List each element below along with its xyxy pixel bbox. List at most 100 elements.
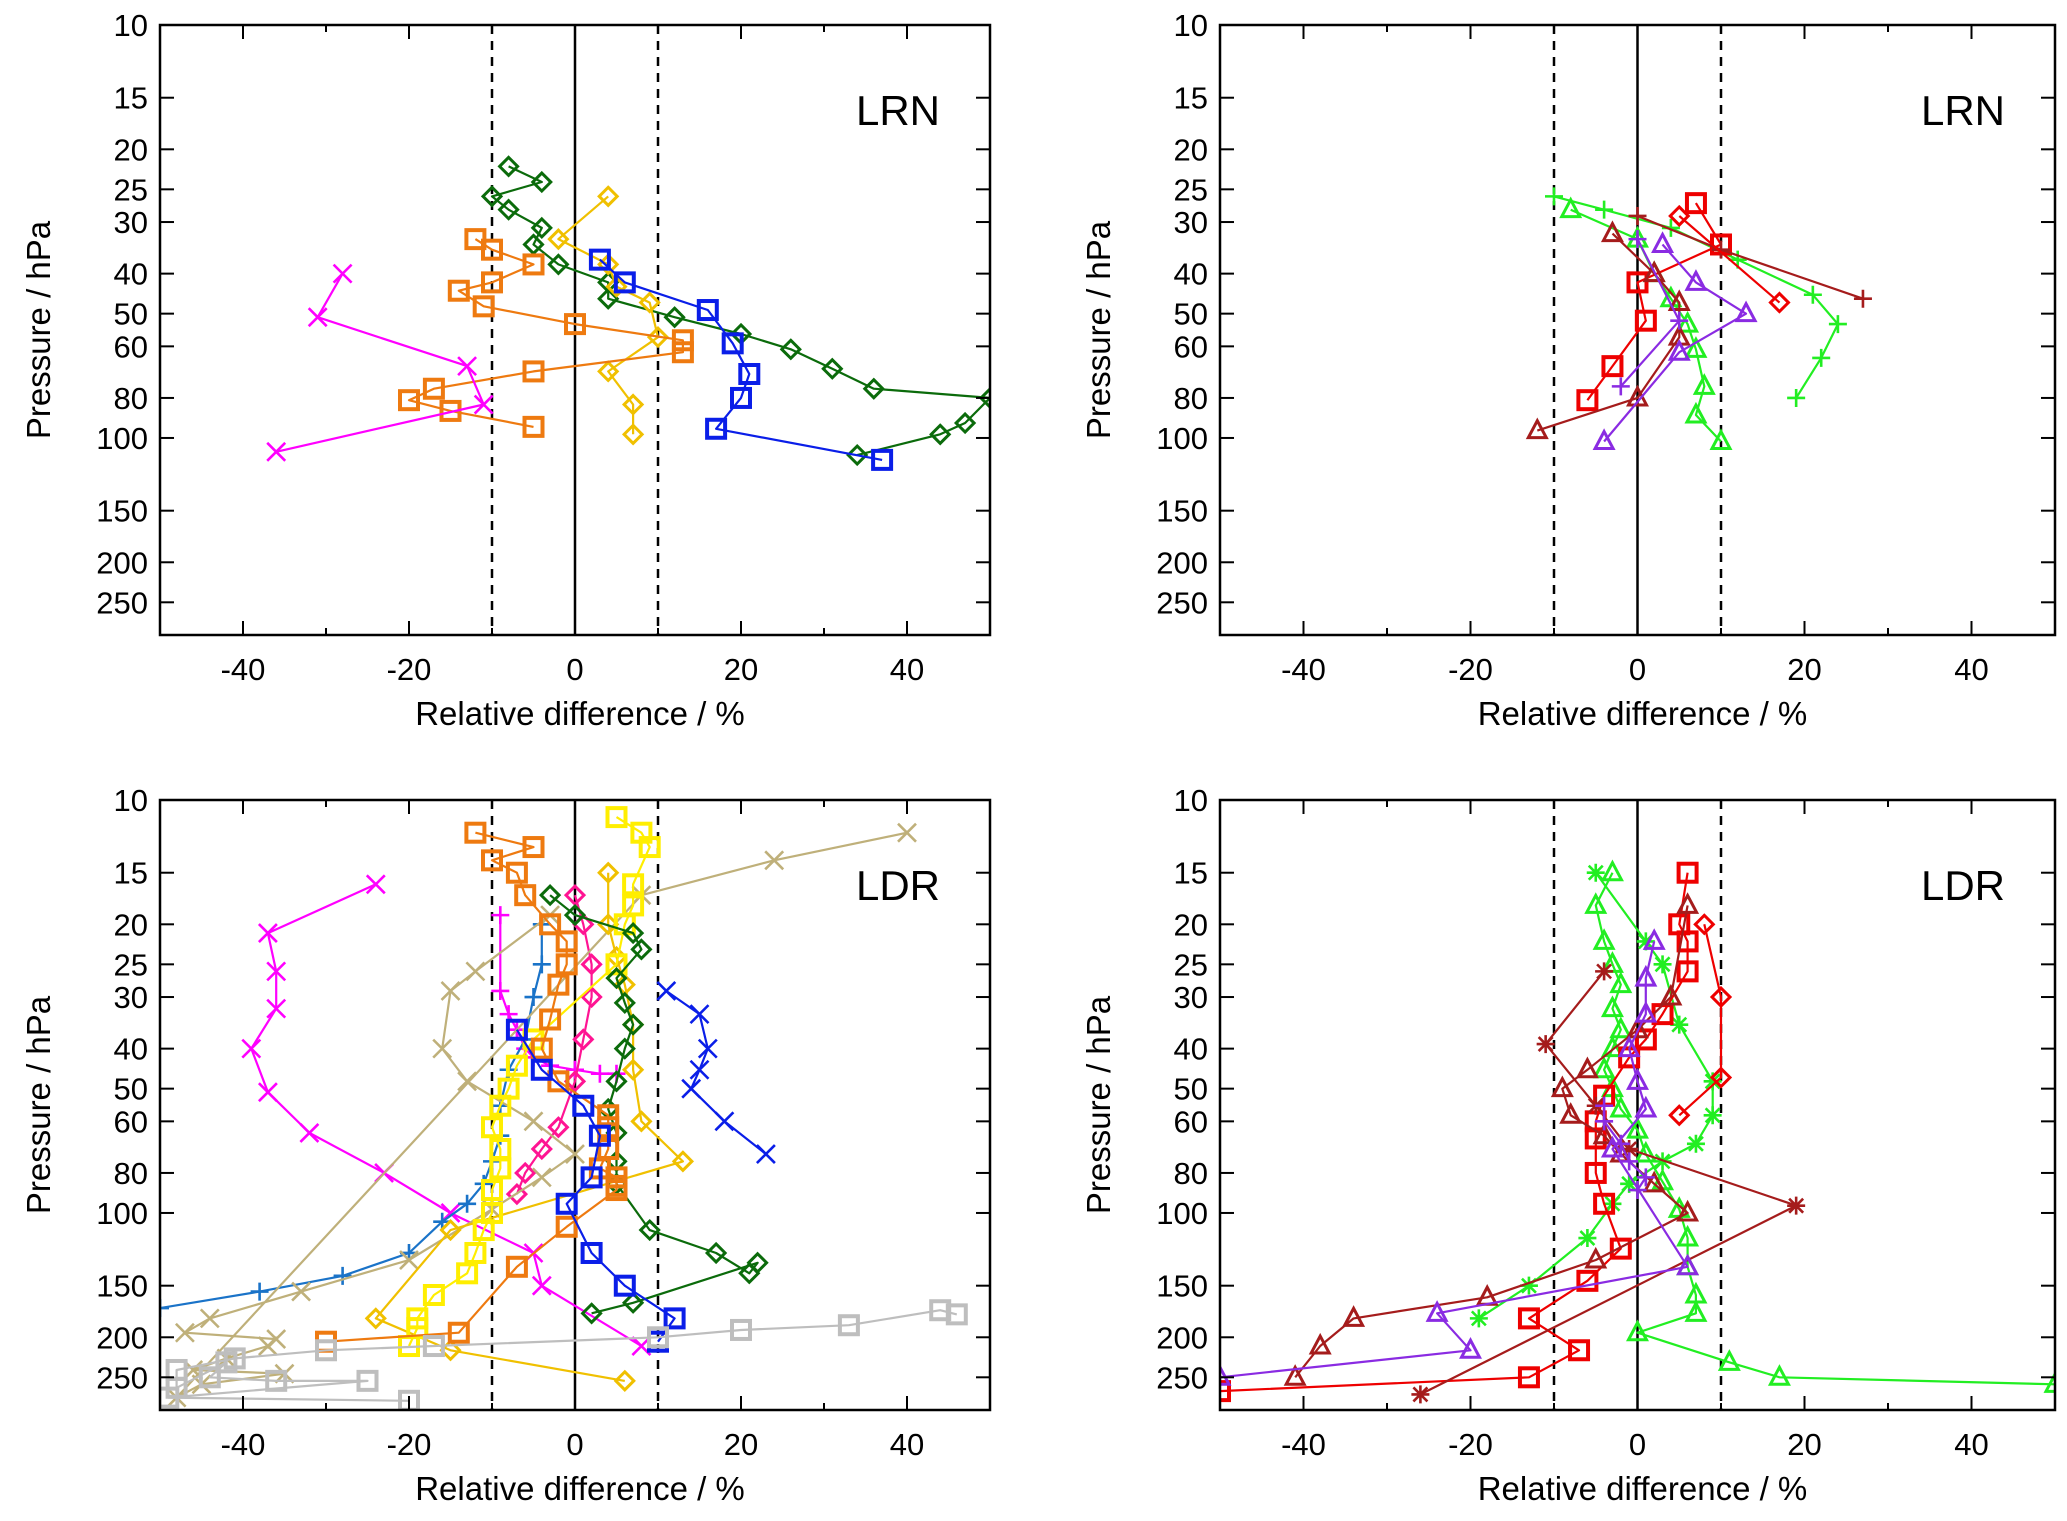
data-point-dark-green-diamonds bbox=[497, 155, 520, 178]
data-point-yellow-squares bbox=[472, 1219, 495, 1242]
y-tick-label: 25 bbox=[1174, 172, 1208, 207]
data-point-blue-squares bbox=[505, 1018, 528, 1041]
data-point-light-gray-squares bbox=[265, 1369, 288, 1392]
data-point-blue-crosses bbox=[656, 981, 677, 1001]
data-point-green-triangles bbox=[1692, 373, 1716, 395]
data-point-magenta-crosses bbox=[257, 1082, 278, 1103]
data-point-blue-squares bbox=[871, 448, 894, 471]
data-point-dark-red-triangles bbox=[1525, 417, 1549, 440]
data-point-dark-red-stars bbox=[1787, 1196, 1806, 1215]
data-point-blue-squares bbox=[613, 1274, 636, 1297]
data-point-dark-green-diamonds bbox=[978, 386, 990, 410]
data-point-dark-green-diamonds bbox=[663, 306, 686, 329]
y-tick-label: 100 bbox=[96, 1196, 148, 1231]
data-point-blue-crosses bbox=[689, 1004, 710, 1025]
data-point-red-squares bbox=[1676, 930, 1699, 953]
data-point-green-stars bbox=[1703, 1106, 1722, 1125]
data-point-gold-diamonds bbox=[547, 228, 570, 251]
panels: -40 -20 0 20 4010152025304050608010015020025… bbox=[20, 8, 2057, 1507]
data-point-magenta-crosses bbox=[307, 307, 328, 328]
data-point-yellow-squares bbox=[489, 1157, 512, 1180]
y-tick-label: 50 bbox=[114, 1072, 148, 1107]
data-point-red-squares bbox=[1626, 271, 1649, 294]
data-point-orange-squares bbox=[398, 389, 420, 412]
data-point-purple-triangles bbox=[1634, 1095, 1658, 1118]
data-point-orange-squares bbox=[564, 313, 586, 336]
data-point-dark-green-diamonds bbox=[613, 991, 636, 1015]
x-tick-label: -20 bbox=[1448, 1427, 1493, 1462]
data-point-green-triangles bbox=[1717, 1349, 1741, 1371]
data-point-magenta-crosses bbox=[457, 356, 478, 377]
data-point-green-triangles bbox=[1592, 1056, 1616, 1079]
data-point-purple-pluses bbox=[1611, 1134, 1630, 1153]
x-tick-label: 20 bbox=[724, 1427, 758, 1462]
series-line-dark-green-diamonds bbox=[549, 894, 759, 1315]
y-tick-label: 15 bbox=[114, 856, 148, 891]
data-point-light-gray-squares bbox=[929, 1299, 952, 1322]
data-point-orange-squares bbox=[422, 377, 445, 400]
data-point-dark-red-triangles bbox=[1642, 1170, 1666, 1193]
data-point-blue-squares bbox=[588, 1124, 611, 1147]
data-point-red-squares bbox=[1576, 1269, 1599, 1292]
y-tick-label: 60 bbox=[114, 1104, 148, 1139]
data-point-blue-squares bbox=[705, 417, 728, 440]
x-tick-label: -40 bbox=[1281, 652, 1326, 687]
data-point-magenta-crosses bbox=[257, 923, 278, 943]
data-point-red-squares bbox=[1634, 1028, 1657, 1051]
series-line-red-diamonds bbox=[1678, 924, 1723, 1117]
y-tick-label: 150 bbox=[96, 494, 148, 529]
data-point-dark-red-triangles bbox=[1667, 289, 1691, 312]
data-point-purple-triangles bbox=[1651, 231, 1675, 253]
data-point-blue-squares bbox=[738, 362, 761, 385]
data-point-dark-red-crosses bbox=[1853, 289, 1872, 308]
data-point-pink-diamonds bbox=[547, 1116, 570, 1139]
data-point-magenta-crosses bbox=[299, 1123, 320, 1143]
y-tick-label: 250 bbox=[1156, 585, 1208, 620]
data-point-steel-blue-pluses bbox=[524, 988, 543, 1007]
x-tick-label: 40 bbox=[1954, 652, 1988, 687]
data-point-gold-diamonds bbox=[621, 393, 645, 416]
data-point-light-gray-squares bbox=[315, 1339, 337, 1362]
data-point-steel-blue-pluses bbox=[458, 1194, 477, 1213]
data-point-steel-blue-pluses bbox=[160, 1299, 169, 1318]
data-point-green-triangles bbox=[1600, 859, 1624, 882]
data-point-gold-diamonds bbox=[630, 1110, 653, 1133]
data-point-purple-triangles bbox=[1617, 1035, 1641, 1058]
y-tick-label: 40 bbox=[114, 257, 148, 292]
data-point-orange-squares bbox=[530, 1037, 553, 1060]
data-point-magenta-pluses bbox=[491, 981, 510, 1000]
data-point-red-diamonds bbox=[1709, 1066, 1733, 1089]
data-point-dark-red-triangles bbox=[1676, 1199, 1700, 1222]
data-point-purple-pluses bbox=[1595, 1112, 1614, 1131]
data-point-purple-triangles bbox=[1684, 269, 1708, 291]
data-point-dark-red-triangles bbox=[1283, 1364, 1307, 1386]
data-point-purple-triangles bbox=[1600, 1135, 1624, 1158]
data-point-green-stars bbox=[1578, 1229, 1597, 1248]
data-point-purple-pluses bbox=[1620, 1152, 1639, 1171]
data-point-dark-red-triangles bbox=[1550, 1075, 1574, 1098]
data-point-gold-diamonds bbox=[638, 291, 661, 314]
data-point-red-squares bbox=[1676, 960, 1699, 983]
data-point-red-squares bbox=[1593, 1192, 1616, 1215]
data-point-green-triangles bbox=[1626, 1116, 1649, 1139]
data-point-orange-squares bbox=[671, 329, 694, 352]
data-point-purple-triangles bbox=[1734, 300, 1758, 323]
data-point-green-triangles bbox=[1626, 1319, 1649, 1342]
data-point-dark-red-triangles bbox=[1575, 1056, 1599, 1079]
data-point-blue-crosses bbox=[755, 1144, 776, 1164]
data-point-dark-green-diamonds bbox=[638, 1218, 661, 1242]
data-point-dark-red-stars bbox=[1595, 962, 1614, 981]
data-point-dark-red-crosses bbox=[1712, 240, 1730, 259]
data-point-yellow-squares bbox=[481, 1179, 503, 1202]
data-point-green-triangles bbox=[2043, 1371, 2055, 1393]
data-point-purple-pluses bbox=[1628, 230, 1647, 249]
data-point-yellow-squares bbox=[489, 1094, 512, 1117]
panel-label: LRN bbox=[1921, 87, 2005, 134]
data-point-dark-green-diamonds bbox=[621, 921, 645, 945]
data-point-purple-triangles bbox=[1676, 1253, 1700, 1276]
x-tick-label: 20 bbox=[724, 652, 758, 687]
data-point-orange-squares bbox=[447, 1321, 470, 1344]
series-line-pink-diamonds bbox=[515, 894, 593, 1195]
data-point-orange-squares bbox=[505, 861, 528, 884]
